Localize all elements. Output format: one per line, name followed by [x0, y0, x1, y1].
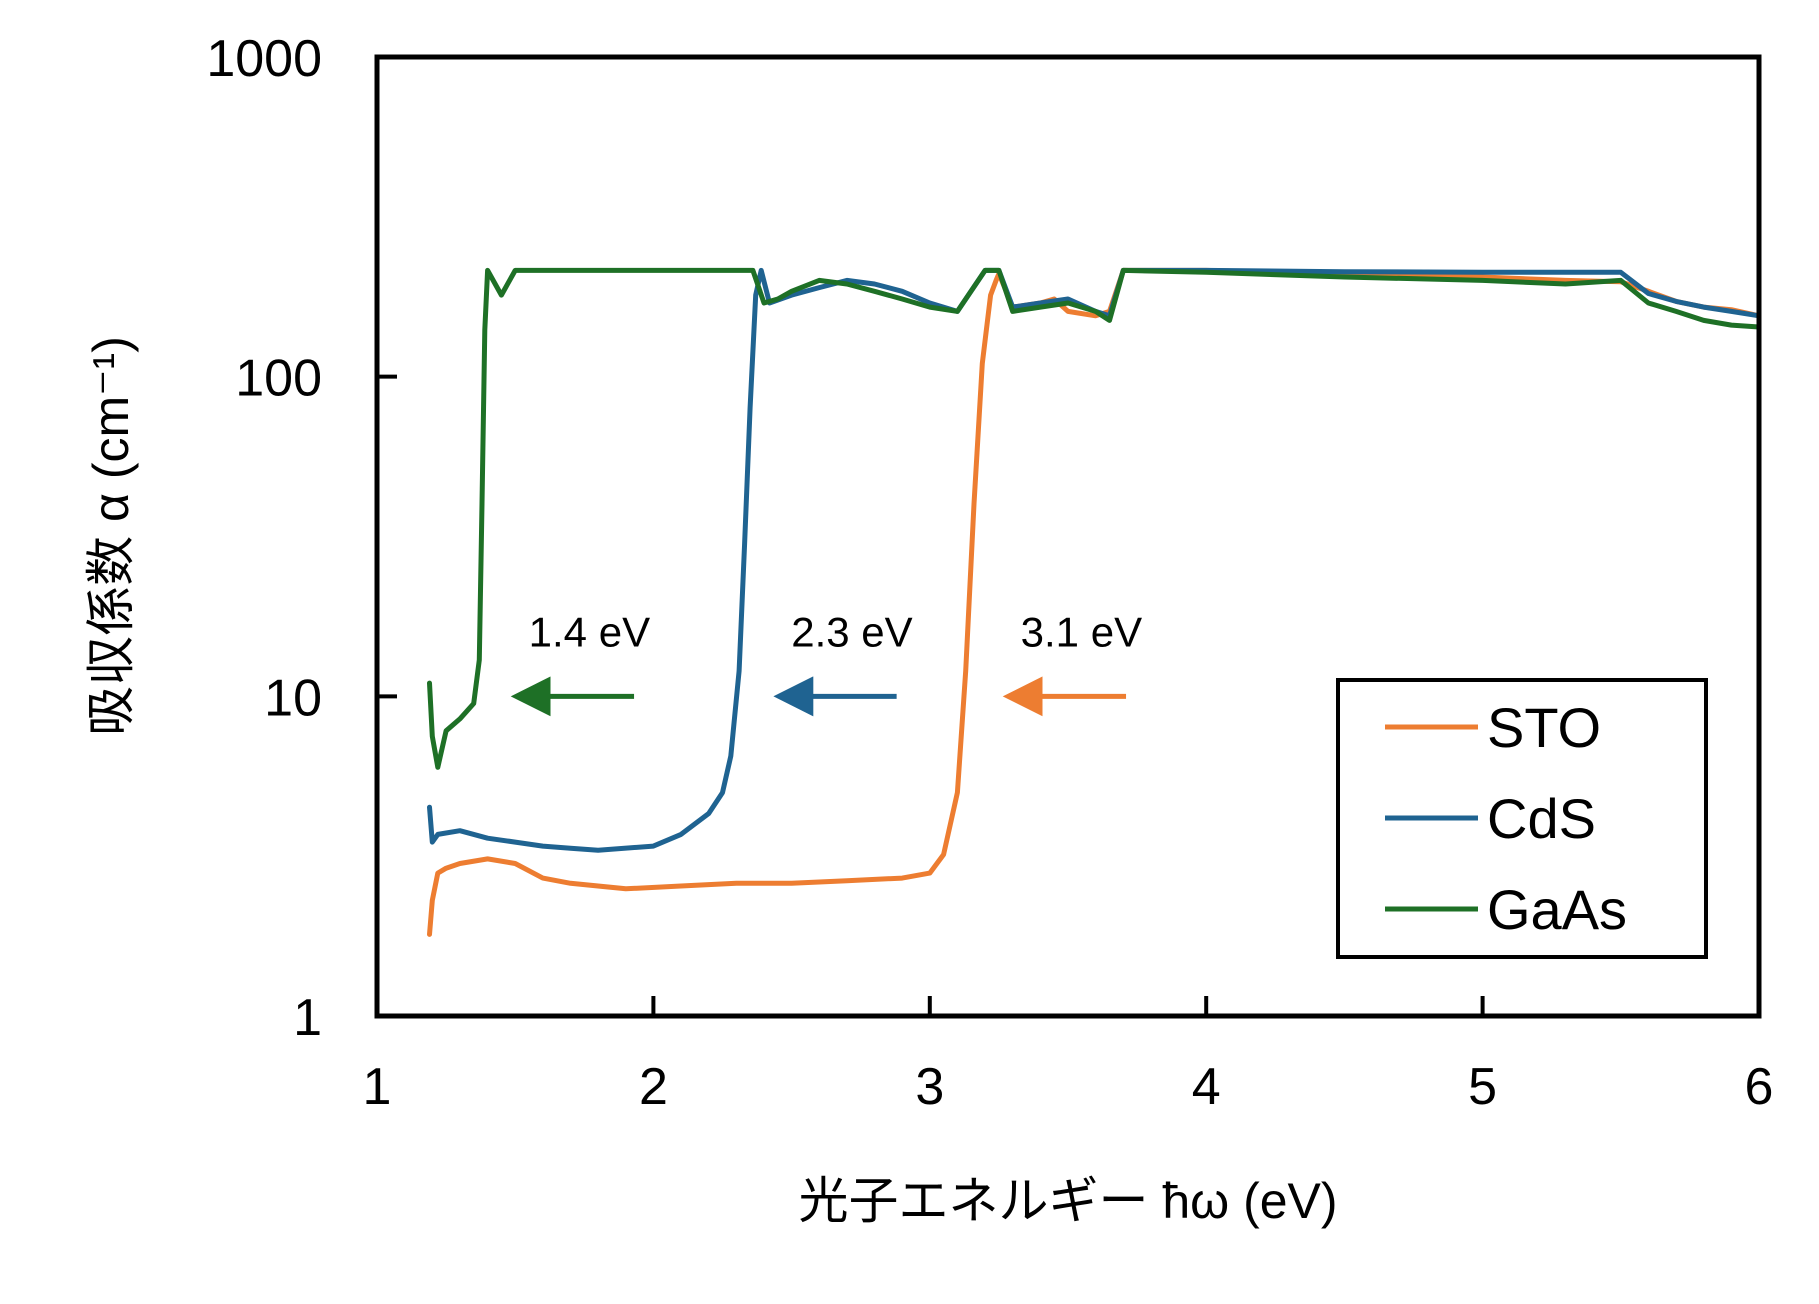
legend-label-cds: CdS	[1487, 787, 1596, 850]
y-axis-title: 吸収係数 α (cm⁻¹)	[83, 336, 139, 736]
x-tick-label-2: 2	[639, 1058, 668, 1116]
plot-area-frame	[374, 54, 1762, 1019]
x-tick-label-5: 5	[1468, 1058, 1497, 1116]
series-layer	[427, 267, 1762, 937]
x-tick-label-1: 1	[363, 1058, 392, 1116]
legend-label-gaas: GaAs	[1487, 878, 1627, 941]
x-tick-label-3: 3	[915, 1058, 944, 1116]
legend-label-sto: STO	[1487, 696, 1601, 759]
annotations-layer: 1.4 eV 2.3 eV 3.1 eV	[510, 608, 1142, 717]
y-tick-label-100: 100	[235, 350, 322, 408]
annotation-label-2: 2.3 eV	[791, 608, 912, 655]
x-axis-title: 光子エネルギー ħω (eV)	[798, 1173, 1337, 1229]
series-line-gaas	[427, 267, 1762, 770]
axes-layer: 1 2 3 4 5 6 1 10 100 1000	[206, 30, 1773, 1116]
series-line-cds	[427, 267, 1762, 853]
legend: STO CdS GaAs	[1336, 678, 1708, 959]
x-tick-label-6: 6	[1745, 1058, 1774, 1116]
annotation-label-1: 1.4 eV	[529, 608, 650, 655]
x-tick-label-4: 4	[1192, 1058, 1221, 1116]
y-tick-label-10: 10	[264, 669, 322, 727]
annotation-label-3: 3.1 eV	[1021, 608, 1142, 655]
y-tick-label-1000: 1000	[206, 30, 322, 88]
y-tick-label-1: 1	[293, 989, 322, 1047]
series-line-sto	[427, 267, 1762, 937]
